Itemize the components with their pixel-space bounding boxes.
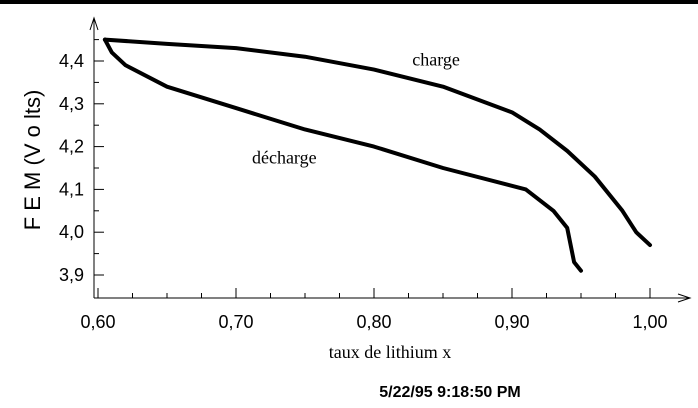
y-tick-label: 4,1 (59, 179, 84, 199)
discharge-annotation: décharge (252, 148, 317, 168)
x-tick-label: 0,70 (218, 312, 253, 332)
x-tick-label: 0,90 (494, 312, 529, 332)
y-axis-arrow (89, 16, 99, 31)
y-tick-label: 3,9 (59, 265, 84, 285)
charge-series-line (102, 37, 652, 248)
x-tick-label: 0,60 (80, 312, 115, 332)
x-axis-arrow (677, 293, 692, 303)
x-tick-label: 1,00 (632, 312, 667, 332)
annotations: charge décharge (252, 49, 460, 167)
axes (89, 16, 692, 303)
timestamp: 5/22/95 9:18:50 PM (379, 384, 520, 401)
discharge-series-line (102, 37, 583, 273)
charge-annotation: charge (412, 49, 460, 69)
y-tick-label: 4,3 (59, 94, 84, 114)
y-tick-label: 4,2 (59, 137, 84, 157)
series-group (102, 37, 652, 273)
ticks: 0,60 0,70 0,80 0,90 1,00 3,9 4,0 4,1 4,2 4,3 4,4 (59, 39, 668, 332)
x-tick-label: 0,80 (356, 312, 391, 332)
x-axis-label: taux de lithium x (329, 342, 451, 362)
y-tick-label: 4,4 (59, 51, 84, 71)
y-axis-label: F E M (V o lts) (20, 90, 45, 231)
y-tick-label: 4,0 (59, 222, 84, 242)
